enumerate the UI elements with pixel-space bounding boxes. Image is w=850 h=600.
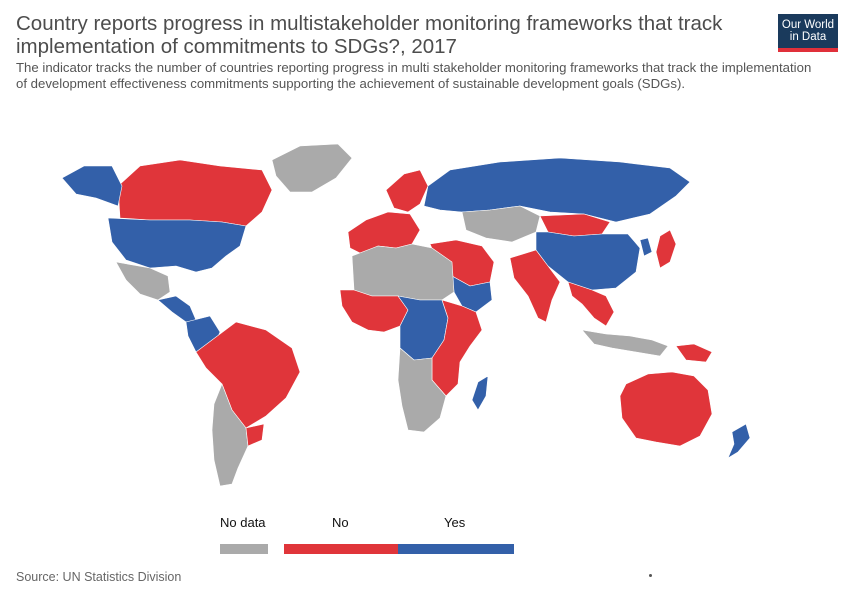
map-region-argentina-and-chile[interactable]	[211, 383, 249, 487]
map-region-greenland[interactable]	[271, 143, 353, 193]
map-region-scandinavia[interactable]	[385, 169, 429, 213]
map-region-united-states[interactable]	[107, 217, 247, 273]
map-region-central-america[interactable]	[157, 295, 197, 323]
map-region-new-zealand[interactable]	[727, 423, 751, 459]
map-region-korea[interactable]	[639, 237, 653, 257]
chart-subtitle: The indicator tracks the number of count…	[16, 60, 812, 91]
map-region-canada[interactable]	[117, 159, 273, 227]
logo-line-1: Our World	[781, 19, 835, 31]
map-region-southern-africa[interactable]	[397, 347, 447, 433]
legend-label-no: No	[332, 515, 349, 530]
legend-swatch-no[interactable]	[284, 544, 398, 554]
owid-logo[interactable]: Our World in Data	[778, 14, 838, 52]
legend-label-yes: Yes	[444, 515, 466, 530]
chart-title: Country reports progress in multistakeho…	[16, 12, 723, 58]
map-region-southeast-asia[interactable]	[567, 281, 615, 327]
decorative-dot	[649, 574, 652, 577]
map-region-mexico[interactable]	[115, 261, 171, 301]
map-region-north-africa[interactable]	[351, 243, 455, 301]
legend-swatch-no-data[interactable]	[220, 544, 268, 554]
map-region-papua-new-guinea[interactable]	[675, 343, 713, 363]
map-legend: No data No Yes	[0, 510, 850, 560]
map-region-indonesia[interactable]	[581, 329, 669, 357]
world-map	[61, 143, 751, 487]
legend-swatch-yes[interactable]	[398, 544, 514, 554]
map-region-australia[interactable]	[619, 371, 713, 447]
map-region-japan[interactable]	[655, 229, 677, 269]
logo-line-2: in Data	[789, 31, 827, 43]
map-region-saudi-arabia[interactable]	[451, 275, 493, 313]
map-region-madagascar[interactable]	[471, 375, 489, 411]
map-region-alaska[interactable]	[61, 165, 123, 207]
legend-label-no-data: No data	[220, 515, 266, 530]
map-region-central-asia[interactable]	[461, 205, 541, 243]
map-region-russia[interactable]	[423, 157, 691, 223]
source-note: Source: UN Statistics Division	[16, 570, 182, 584]
map-region-west-africa[interactable]	[339, 289, 409, 333]
map-region-india[interactable]	[509, 249, 561, 323]
map-region-east-africa[interactable]	[431, 299, 483, 397]
map-region-uruguay[interactable]	[245, 423, 265, 447]
